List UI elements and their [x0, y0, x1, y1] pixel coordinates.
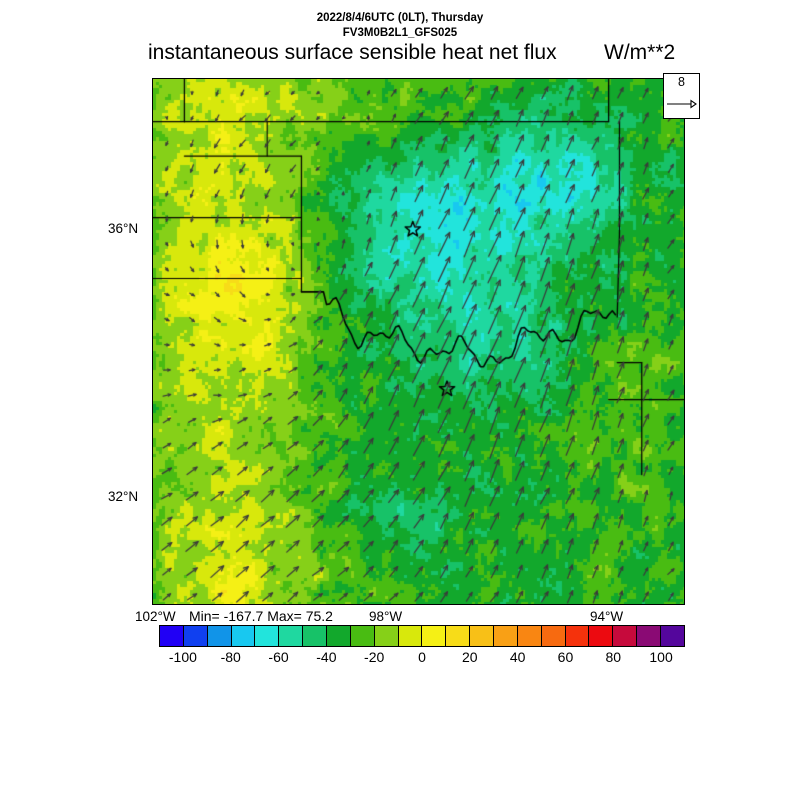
colorbar-tick--100: -100	[168, 649, 197, 665]
lon-tick-98w: 98°W	[369, 609, 403, 624]
vector-scale-legend: 8	[663, 73, 700, 119]
colorbar-swatch-8	[350, 626, 375, 646]
colorbar-swatch-0	[160, 626, 184, 646]
colorbar-tick--80: -80	[220, 649, 241, 665]
colorbar-swatch-20	[637, 626, 662, 646]
colorbar-tick-0: 0	[418, 649, 426, 665]
colorbar-swatch-2	[207, 626, 232, 646]
reference-vector-arrow-icon	[667, 99, 697, 109]
units-label: W/m**2	[604, 41, 676, 64]
colorbar-swatch-12	[446, 626, 471, 646]
colorbar-tick-40: 40	[509, 649, 526, 665]
colorbar-tick-labels: -100 -80 -60 -40 -20 0 20 40 60 80 100	[159, 649, 685, 669]
map-plot-area	[152, 78, 685, 605]
colorbar-swatch-21	[661, 626, 684, 646]
colorbar-swatch-17	[565, 626, 590, 646]
colorbar-swatch-16	[541, 626, 566, 646]
colorbar-swatch-15	[517, 626, 542, 646]
lat-tick-32n: 32°N	[108, 489, 139, 504]
title-row: instantaneous surface sensible heat net …	[0, 41, 800, 67]
lon-tick-94w: 94°W	[590, 609, 624, 624]
wind-vector-overlay	[153, 79, 684, 604]
colorbar-swatch-13	[470, 626, 495, 646]
colorbar-swatches	[159, 625, 685, 647]
colorbar-tick--20: -20	[364, 649, 385, 665]
header-datetime: 2022/8/4/6UTC (0LT), Thursday	[316, 12, 484, 24]
colorbar-tick--60: -60	[268, 649, 289, 665]
colorbar-swatch-19	[613, 626, 638, 646]
colorbar-swatch-11	[422, 626, 447, 646]
colorbar-tick-100: 100	[649, 649, 673, 665]
colorbar-swatch-5	[279, 626, 304, 646]
colorbar-swatch-18	[589, 626, 614, 646]
colorbar-tick-80: 80	[605, 649, 622, 665]
lat-tick-36n: 36°N	[108, 221, 139, 236]
colorbar-swatch-7	[327, 626, 351, 646]
colorbar-swatch-1	[183, 626, 208, 646]
colorbar-swatch-10	[398, 626, 423, 646]
colorbar-swatch-3	[231, 626, 256, 646]
colorbar-tick-60: 60	[557, 649, 574, 665]
vector-scale-value: 8	[678, 75, 685, 89]
page-title: instantaneous surface sensible heat net …	[148, 41, 557, 64]
colorbar: -100 -80 -60 -40 -20 0 20 40 60 80 100	[159, 625, 685, 665]
colorbar-swatch-14	[494, 626, 518, 646]
colorbar-tick--40: -40	[316, 649, 337, 665]
lon-tick-102w: 102°W	[135, 609, 176, 624]
colorbar-swatch-4	[255, 626, 280, 646]
colorbar-swatch-6	[303, 626, 328, 646]
header-model-id: FV3M0B2L1_GFS025	[342, 27, 458, 39]
colorbar-tick-20: 20	[462, 649, 478, 665]
minmax-annotation: Min= -167.7 Max= 75.2	[189, 608, 333, 624]
colorbar-swatch-9	[374, 626, 399, 646]
